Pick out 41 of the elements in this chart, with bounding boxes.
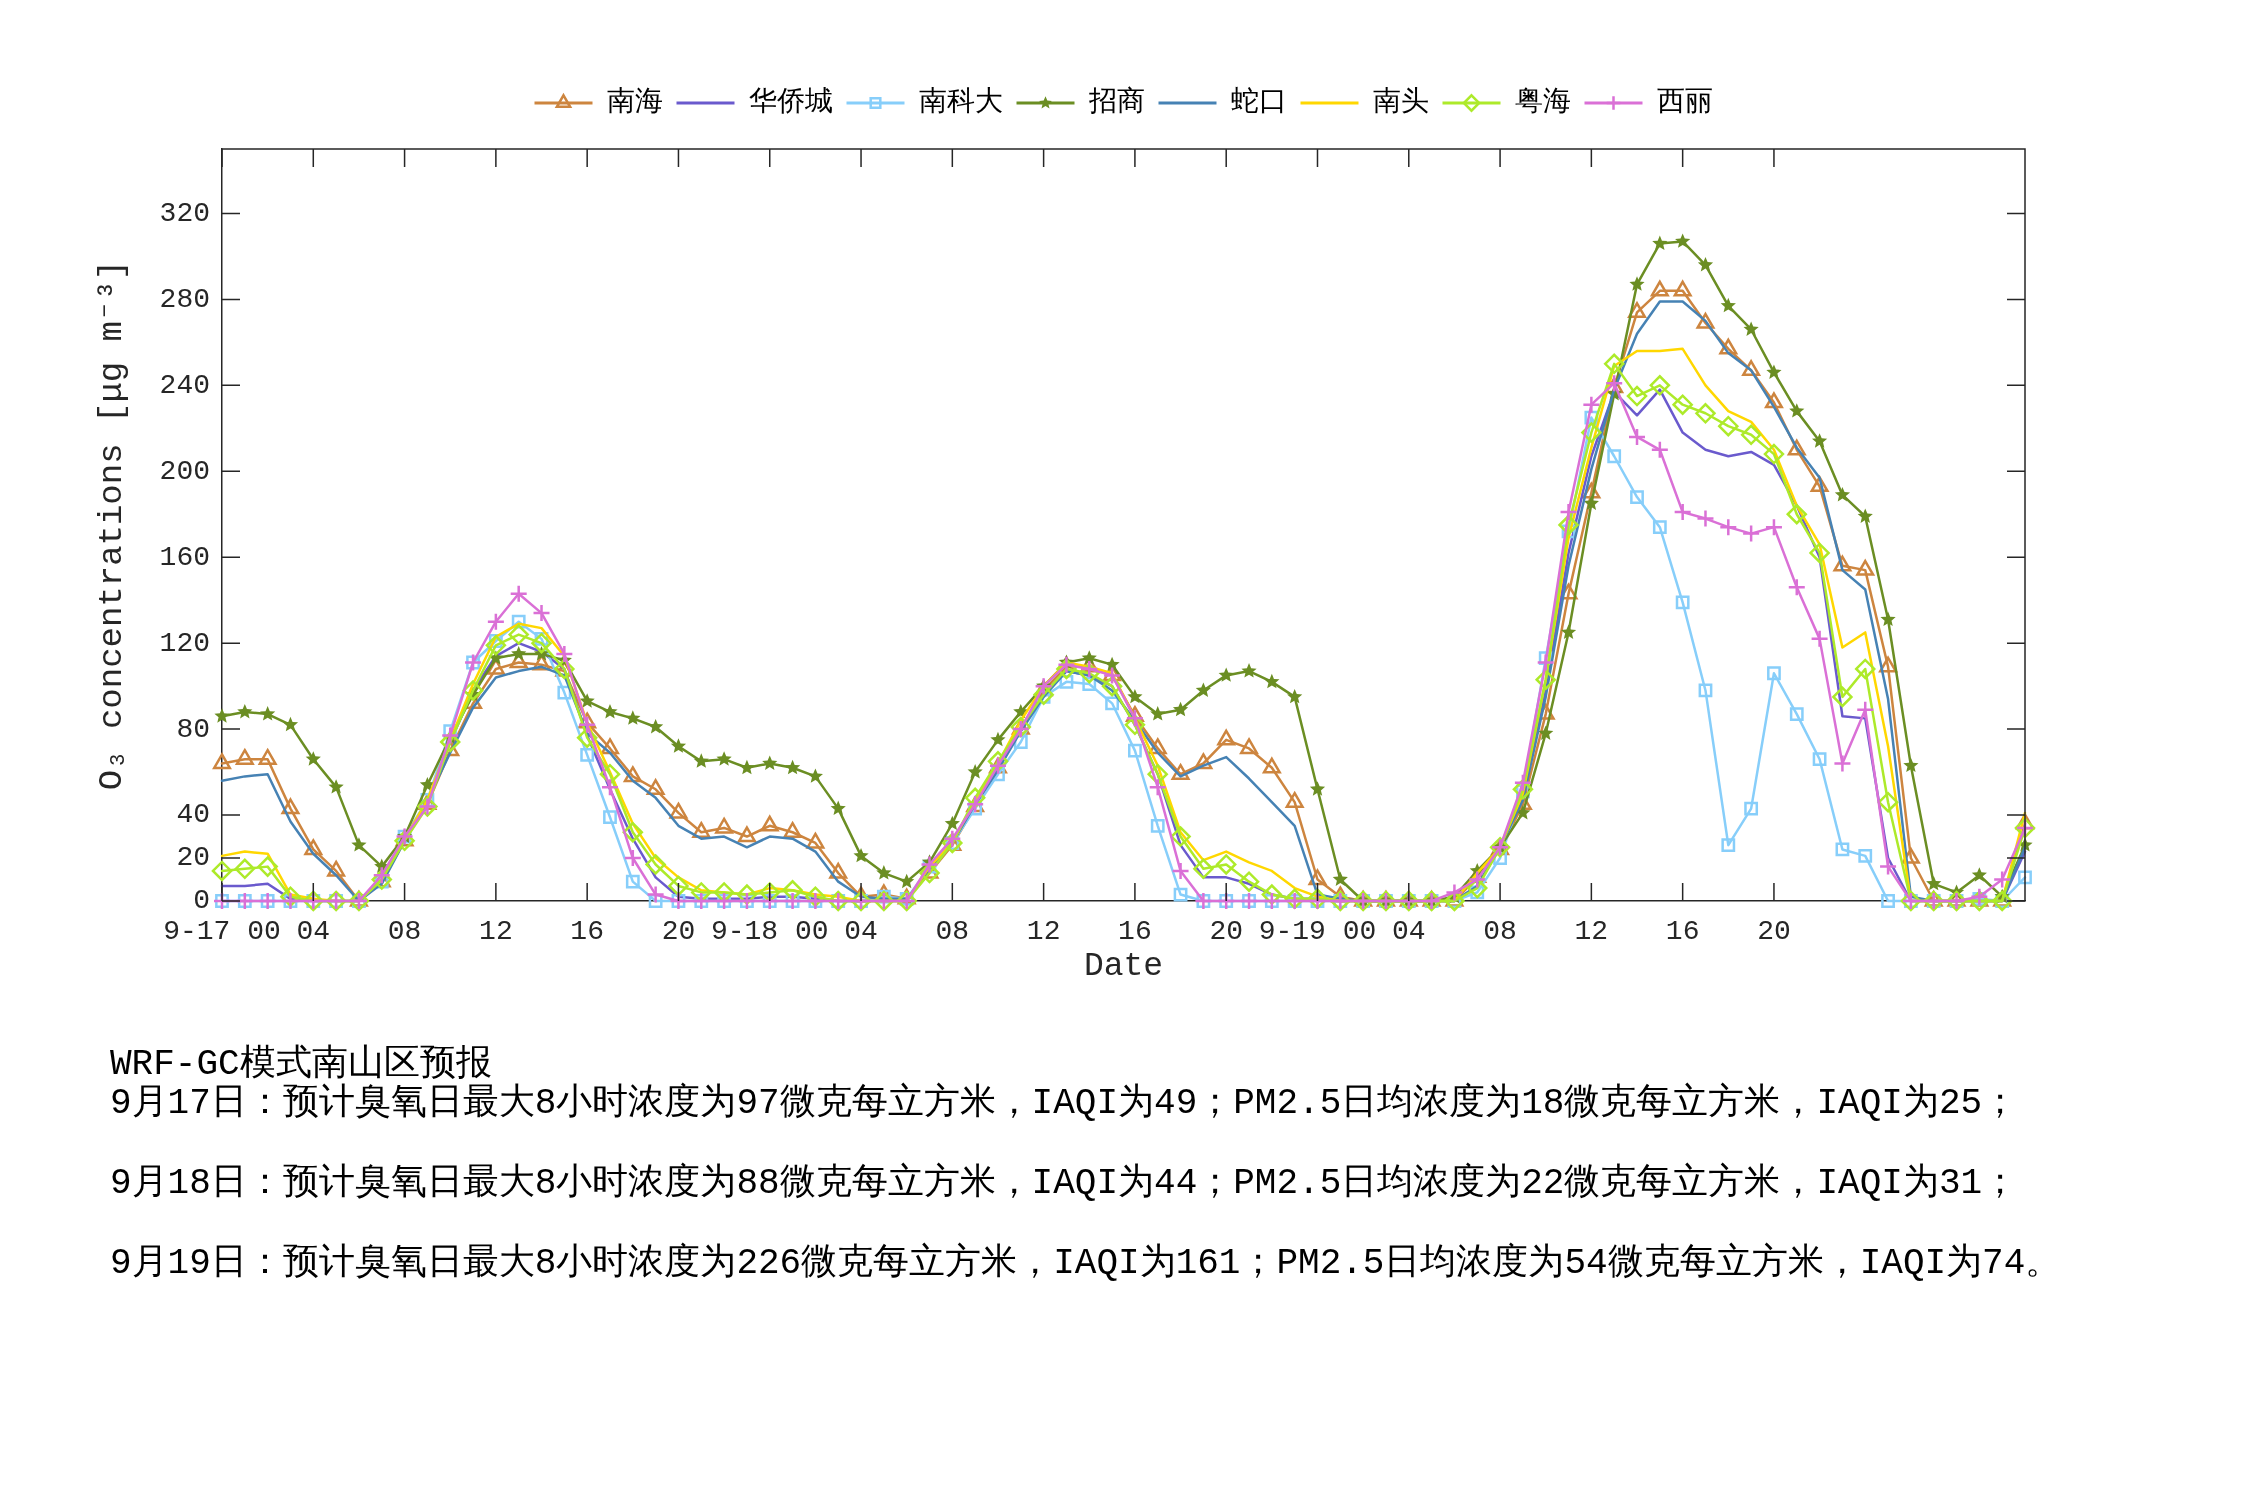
x-tick-label: 9-19 00 xyxy=(1258,916,1377,948)
legend-label: 西丽 xyxy=(1656,84,1713,118)
y-tick-label: 0 xyxy=(193,885,210,917)
x-tick-label: 04 xyxy=(844,916,878,948)
legend-label: 蛇口 xyxy=(1230,84,1287,118)
y-tick-label: 240 xyxy=(159,369,210,401)
legend-label: 南海 xyxy=(606,84,663,118)
x-tick-label: 16 xyxy=(1665,916,1700,948)
x-axis-title: Date xyxy=(1083,947,1164,985)
legend-label: 粤海 xyxy=(1514,84,1571,118)
x-tick-label: 08 xyxy=(1483,916,1517,948)
y-tick-label: 320 xyxy=(159,197,210,229)
x-tick-label: 20 xyxy=(1757,916,1791,948)
x-tick-label: 12 xyxy=(1026,916,1061,948)
x-tick-label: 9-17 00 xyxy=(163,916,281,948)
text: 9月17日：预计臭氧日最大8小时浓度为97微克每立方米，IAQI为49；PM2.5日均浓度为18微克每立方米，IAQI为25； xyxy=(110,1083,2019,1125)
x-tick-label: 12 xyxy=(1574,916,1609,948)
x-tick-label: 12 xyxy=(479,916,513,948)
x-tick-label: 16 xyxy=(570,916,604,948)
y-axis-title: O₃ concentrations [μg m⁻³] xyxy=(93,259,132,791)
legend-label: 招商 xyxy=(1087,84,1145,118)
legend-label: 南科大 xyxy=(918,84,1003,118)
x-tick-label: 08 xyxy=(935,916,970,948)
x-tick-label: 9-18 00 xyxy=(710,916,829,948)
y-tick-label: 20 xyxy=(176,842,210,874)
y-tick-label: 280 xyxy=(159,283,210,315)
x-tick-label: 16 xyxy=(1118,916,1152,948)
y-tick-label: 80 xyxy=(176,713,210,745)
y-tick-label: 200 xyxy=(159,455,210,487)
y-tick-label: 160 xyxy=(159,541,210,573)
x-tick-label: 20 xyxy=(661,916,696,948)
y-tick-label: 120 xyxy=(159,627,210,659)
x-tick-label: 08 xyxy=(387,916,422,948)
legend-label: 华侨城 xyxy=(748,84,833,118)
text: 9月19日：预计臭氧日最大8小时浓度为226微克每立方米，IAQI为161；PM2.5日均浓度为54微克每立方米，IAQI为74。 xyxy=(110,1243,2062,1285)
legend-label: 南头 xyxy=(1372,84,1429,118)
x-tick-label: 04 xyxy=(296,916,331,948)
y-tick-label: 40 xyxy=(176,799,210,831)
x-tick-label: 04 xyxy=(1391,916,1426,948)
text: 9月18日：预计臭氧日最大8小时浓度为88微克每立方米，IAQI为44；PM2.5日均浓度为22微克每立方米，IAQI为31； xyxy=(110,1163,2019,1205)
x-tick-label: 20 xyxy=(1209,916,1244,948)
